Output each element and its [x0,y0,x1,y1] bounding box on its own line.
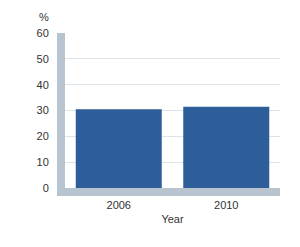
svg-text:50: 50 [37,53,49,65]
svg-text:40: 40 [37,79,49,91]
svg-text:%: % [39,11,49,23]
svg-text:2006: 2006 [107,199,131,211]
svg-text:20: 20 [37,130,49,142]
svg-text:Year: Year [161,213,184,225]
svg-text:60: 60 [37,27,49,39]
svg-text:30: 30 [37,104,49,116]
svg-text:0: 0 [43,182,49,194]
svg-text:10: 10 [37,156,49,168]
svg-text:2010: 2010 [214,199,238,211]
